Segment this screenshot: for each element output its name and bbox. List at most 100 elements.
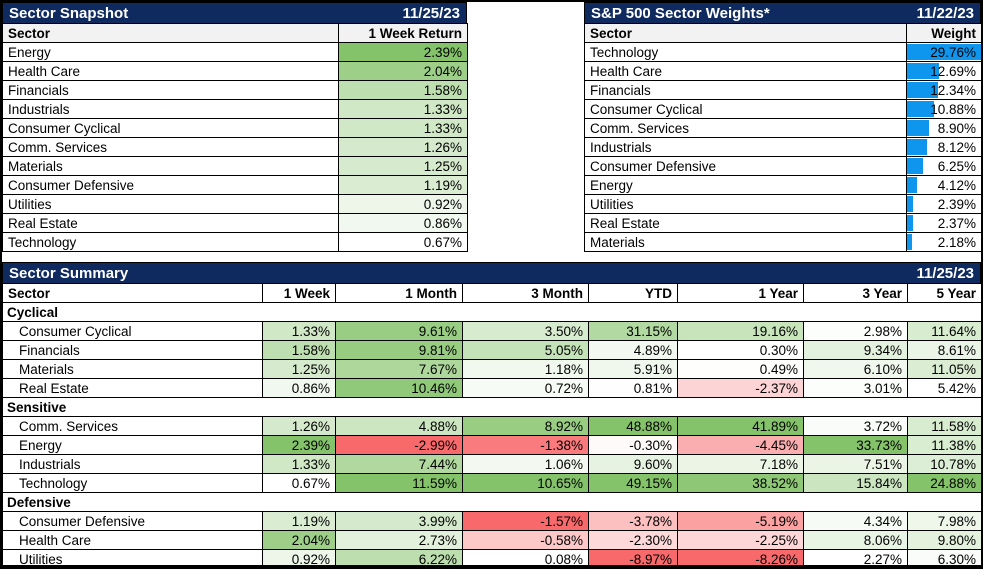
summary-value-cell: 7.67% [335,359,463,379]
snapshot-return-cell: 2.04% [338,61,468,81]
snapshot-return-cell: 1.33% [338,99,468,119]
summary-value-cell: 9.81% [335,340,463,360]
summary-value-cell: 9.61% [335,321,463,341]
summary-value-cell: 2.98% [803,321,908,341]
summary-data-row: Materials 1.25% 7.67% 1.18% 5.91% 0.49% 6.10% 1… [2,359,981,379]
weight-data-bar-icon [907,44,981,60]
summary-col-header: YTD [588,283,678,303]
weight-value-label: 12.34% [930,82,976,98]
summary-sector-cell: Technology [2,473,263,493]
weight-value-label: 8.12% [937,139,976,155]
summary-group-label: Cyclical [2,302,981,322]
summary-value-cell: 10.78% [907,454,981,474]
summary-value-cell: 11.38% [907,435,981,455]
snapshot-return-cell: 1.58% [338,80,468,100]
snapshot-row: Consumer Defensive 1.19% [2,175,468,195]
weight-value-cell: 4.12% [906,175,981,195]
weights-sector-cell: Financials [584,80,907,100]
sector-weights-section: S&P 500 Sector Weights* 11/22/23 Sector … [584,2,981,252]
summary-sector-cell: Industrials [2,454,263,474]
snapshot-sector-cell: Consumer Cyclical [2,118,339,138]
weight-data-bar-icon [907,158,923,174]
weights-sector-cell: Consumer Defensive [584,156,907,176]
summary-value-cell: 5.42% [907,378,981,398]
summary-value-cell: 2.39% [262,435,336,455]
snapshot-return-cell: 0.86% [338,213,468,233]
summary-data-row: Energy 2.39% -2.99% -1.38% -0.30% -4.45% 33.73… [2,435,981,455]
weight-value-label: 12.69% [930,63,976,79]
summary-value-cell: 10.46% [335,378,463,398]
summary-value-cell: 1.18% [462,359,589,379]
snapshot-col-value: 1 Week Return [338,23,468,43]
weights-row: Consumer Cyclical 10.88% [584,99,981,119]
summary-value-cell: 7.98% [907,511,981,531]
weights-row: Health Care 12.69% [584,61,981,81]
summary-value-cell: 10.65% [462,473,589,493]
summary-value-cell: 7.44% [335,454,463,474]
sector-summary-table: Sector 1 Week 1 Month 3 Month YTD 1 Year 3 Yea… [2,283,981,565]
weight-data-bar-icon [907,101,935,117]
summary-value-cell: 8.61% [907,340,981,360]
snapshot-row: Comm. Services 1.26% [2,137,468,157]
snapshot-sector-cell: Comm. Services [2,137,339,157]
summary-value-cell: -8.97% [588,549,678,565]
snapshot-return-cell: 2.39% [338,42,468,62]
weights-sector-cell: Health Care [584,61,907,81]
summary-value-cell: 1.58% [262,340,336,360]
snapshot-return-cell: 0.92% [338,194,468,214]
summary-value-cell: 1.33% [262,454,336,474]
summary-value-cell: 2.27% [803,549,908,565]
snapshot-row: Financials 1.58% [2,80,468,100]
weights-sector-cell: Consumer Cyclical [584,99,907,119]
summary-value-cell: 11.59% [335,473,463,493]
sector-weights-titlebar: S&P 500 Sector Weights* 11/22/23 [584,2,981,23]
summary-data-row: Consumer Defensive 1.19% 3.99% -1.57% -3.78%… [2,511,981,531]
summary-value-cell: 3.72% [803,416,908,436]
summary-value-cell: 9.60% [588,454,678,474]
snapshot-return-cell: 1.25% [338,156,468,176]
weight-value-cell: 10.88% [906,99,981,119]
summary-value-cell: -1.38% [462,435,589,455]
snapshot-sector-cell: Materials [2,156,339,176]
summary-sector-cell: Financials [2,340,263,360]
snapshot-sector-cell: Technology [2,232,339,252]
summary-value-cell: 9.34% [803,340,908,360]
summary-group-label: Defensive [2,492,981,512]
summary-value-cell: -3.78% [588,511,678,531]
summary-value-cell: -8.26% [677,549,804,565]
summary-value-cell: 4.88% [335,416,463,436]
weights-row: Materials 2.18% [584,232,981,252]
summary-value-cell: 3.50% [462,321,589,341]
summary-value-cell: 0.67% [262,473,336,493]
weight-value-label: 2.18% [937,234,976,250]
snapshot-row: Materials 1.25% [2,156,468,176]
summary-value-cell: 6.30% [907,549,981,565]
summary-value-cell: -2.30% [588,530,678,550]
sector-snapshot-table: Sector 1 Week Return Energy 2.39% Health C… [2,23,468,252]
weights-row: Energy 4.12% [584,175,981,195]
summary-value-cell: 19.16% [677,321,804,341]
summary-value-cell: 1.19% [262,511,336,531]
snapshot-row: Energy 2.39% [2,42,468,62]
weight-value-label: 8.90% [937,120,976,136]
summary-value-cell: 6.22% [335,549,463,565]
summary-value-cell: -0.30% [588,435,678,455]
summary-value-cell: 2.04% [262,530,336,550]
summary-data-row: Consumer Cyclical 1.33% 9.61% 3.50% 31.15% 19… [2,321,981,341]
top-tables-row: Sector Snapshot 11/25/23 Sector 1 Week R… [2,2,981,252]
snapshot-row: Industrials 1.33% [2,99,468,119]
snapshot-sector-cell: Financials [2,80,339,100]
summary-data-row: Industrials 1.33% 7.44% 1.06% 9.60% 7.18% 7.51… [2,454,981,474]
summary-col-header: 1 Month [335,283,463,303]
sector-summary-title: Sector Summary [9,264,129,282]
summary-value-cell: 33.73% [803,435,908,455]
summary-value-cell: 15.84% [803,473,908,493]
snapshot-col-sector: Sector [2,23,339,43]
weights-col-value: Weight [906,23,981,43]
weight-value-cell: 8.90% [906,118,981,138]
summary-value-cell: 8.92% [462,416,589,436]
summary-value-cell: 0.72% [462,378,589,398]
summary-value-cell: 38.52% [677,473,804,493]
weights-sector-cell: Utilities [584,194,907,214]
summary-value-cell: 3.01% [803,378,908,398]
